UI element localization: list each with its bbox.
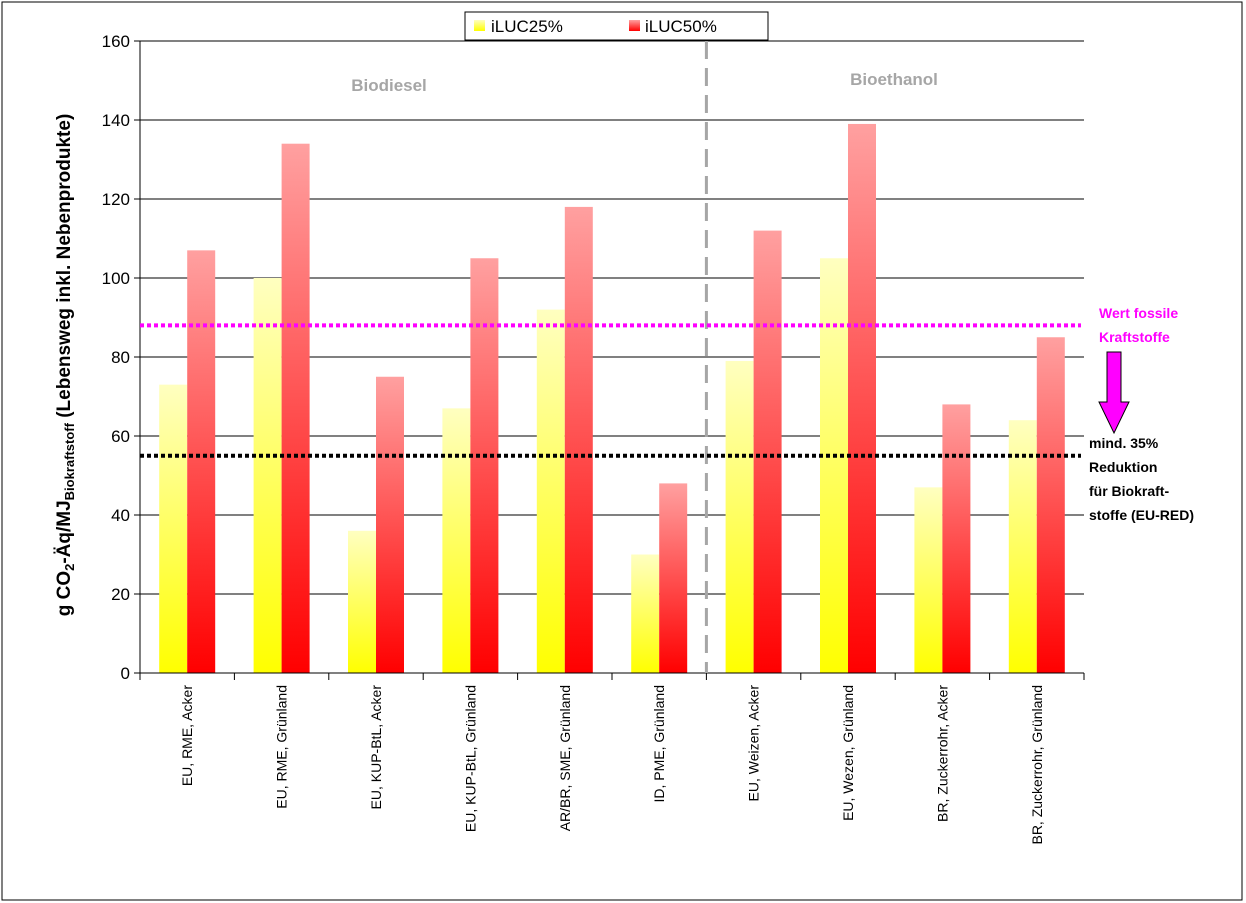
fossil-annotation-line-1: Wert fossile: [1099, 305, 1178, 321]
category-label-7: EU, Wezen, Grünland: [840, 685, 856, 821]
bar-iluc50-1: [281, 143, 310, 673]
y-tick-label-60: 60: [111, 427, 130, 446]
category-label-9: BR, Zuckerrohr, Grünland: [1029, 685, 1045, 845]
axes: [134, 40, 1085, 680]
bar-iluc25-8: [914, 487, 943, 673]
category-label-8: BR, Zuckerrohr, Acker: [934, 685, 950, 822]
category-label-3: EU, KUP-BtL, Grünland: [462, 685, 478, 832]
y-tick-label-40: 40: [111, 506, 130, 525]
category-label-0: EU, RME, Acker: [179, 685, 195, 786]
legend: iLUC25% iLUC50%: [464, 11, 769, 41]
down-arrow-icon: [1098, 351, 1130, 435]
y-tick-label-120: 120: [102, 190, 130, 209]
category-labels: EU, RME, Acker EU, RME, Grünland EU, KUP-B…: [179, 685, 1045, 845]
bar-iluc25-1: [253, 278, 282, 673]
reduction-annotation-line-4: stoffe (EU-RED): [1089, 507, 1194, 523]
fossil-annotation-line-2: Kraftstoffe: [1099, 329, 1170, 345]
bar-iluc25-4: [536, 309, 565, 673]
bar-iluc25-7: [820, 258, 848, 673]
reduction-annotation-line-3: für Biokraft-: [1089, 483, 1169, 499]
reduction-annotation-line-1: mind. 35%: [1089, 435, 1159, 451]
y-axis-label: g CO2-Äq/MJBiokraftstoff (Lebensweg inkl…: [54, 114, 77, 617]
category-label-6: EU, Weizen, Acker: [746, 685, 762, 802]
tick-labels: 0 20 40 60 80 100 120 140 160: [102, 32, 130, 683]
y-tick-label-160: 160: [102, 32, 130, 51]
legend-label-iluc25: iLUC25%: [491, 17, 563, 36]
reduction-annotation-line-2: Reduktion: [1089, 459, 1157, 475]
bar-iluc50-3: [470, 258, 499, 673]
bar-iluc25-3: [442, 408, 471, 673]
bar-iluc50-6: [753, 230, 782, 673]
reduction-annotation: mind. 35% Reduktion für Biokraft- stoffe…: [1089, 435, 1194, 523]
category-label-2: EU, KUP-BtL, Acker: [368, 685, 384, 810]
group-label-biodiesel: Biodiesel: [351, 76, 427, 95]
bar-iluc25-0: [159, 384, 188, 673]
bar-iluc25-9: [1008, 420, 1037, 673]
category-label-4: AR/BR, SME, Grünland: [557, 685, 573, 831]
legend-swatch-iluc25: [474, 20, 485, 31]
bar-iluc50-9: [1036, 337, 1065, 673]
bar-iluc25-5: [631, 554, 660, 673]
bar-iluc50-5: [659, 483, 688, 673]
bar-iluc50-8: [942, 404, 971, 673]
category-label-5: ID, PME, Grünland: [651, 685, 667, 803]
bar-iluc50-2: [376, 376, 404, 673]
y-tick-label-100: 100: [102, 269, 130, 288]
fossil-fuel-annotation: Wert fossile Kraftstoffe: [1099, 305, 1178, 345]
bar-iluc25-6: [725, 360, 754, 673]
legend-swatch-iluc50: [629, 20, 640, 31]
y-tick-label-0: 0: [121, 664, 130, 683]
bar-iluc50-7: [848, 123, 876, 673]
reference-lines: [140, 41, 1081, 673]
bar-iluc50-0: [187, 250, 216, 673]
y-tick-label-80: 80: [111, 348, 130, 367]
bar-iluc50-4: [564, 206, 593, 673]
group-label-bioethanol: Bioethanol: [850, 70, 938, 89]
legend-box: [464, 11, 769, 41]
y-tick-label-140: 140: [102, 111, 130, 130]
bars: [159, 123, 1065, 673]
y-tick-label-20: 20: [111, 585, 130, 604]
bar-iluc25-2: [348, 530, 376, 673]
category-label-1: EU, RME, Grünland: [274, 685, 290, 809]
legend-label-iluc50: iLUC50%: [645, 17, 717, 36]
